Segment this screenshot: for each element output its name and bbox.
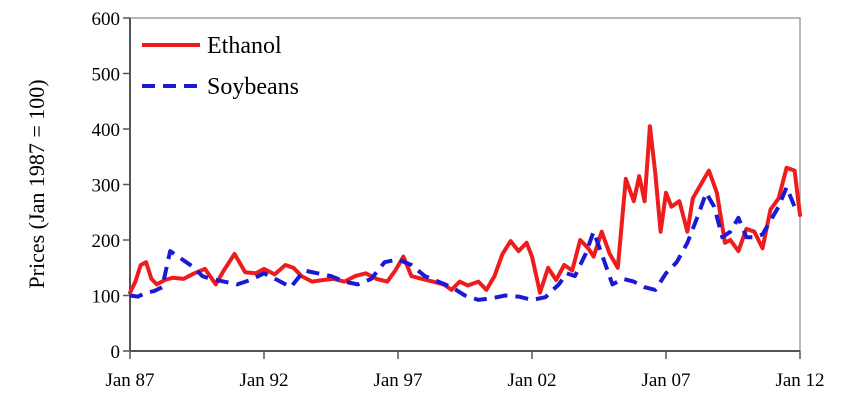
y-tick-label: 100 bbox=[92, 287, 121, 308]
series-layer bbox=[128, 124, 802, 302]
legend-label-ethanol: Ethanol bbox=[207, 33, 282, 59]
y-tick-label: 0 bbox=[111, 342, 121, 363]
legend-label-soybeans: Soybeans bbox=[207, 74, 299, 100]
legend: Ethanol Soybeans bbox=[142, 33, 299, 100]
y-tick-label: 500 bbox=[92, 65, 121, 86]
x-tick-label: Jan 97 bbox=[373, 370, 422, 391]
y-tick-label: 300 bbox=[92, 176, 121, 197]
x-tick-label: Jan 12 bbox=[775, 370, 824, 391]
series-line-soybeans bbox=[129, 185, 801, 302]
tick-layer: 0 100 200 300 400 500 600 Jan 87 Jan 92 Jan 97 Jan… bbox=[92, 9, 825, 391]
x-tick-label: Jan 92 bbox=[239, 370, 288, 391]
x-tick-label: Jan 02 bbox=[507, 370, 556, 391]
series-line-ethanol bbox=[128, 124, 802, 295]
y-tick-label: 200 bbox=[92, 231, 121, 252]
x-tick-label: Jan 87 bbox=[105, 370, 154, 391]
x-tick-label: Jan 07 bbox=[641, 370, 690, 391]
y-axis-title: Prices (Jan 1987 = 100) bbox=[24, 79, 49, 288]
y-tick-label: 600 bbox=[92, 9, 121, 30]
y-tick-label: 400 bbox=[92, 120, 121, 141]
